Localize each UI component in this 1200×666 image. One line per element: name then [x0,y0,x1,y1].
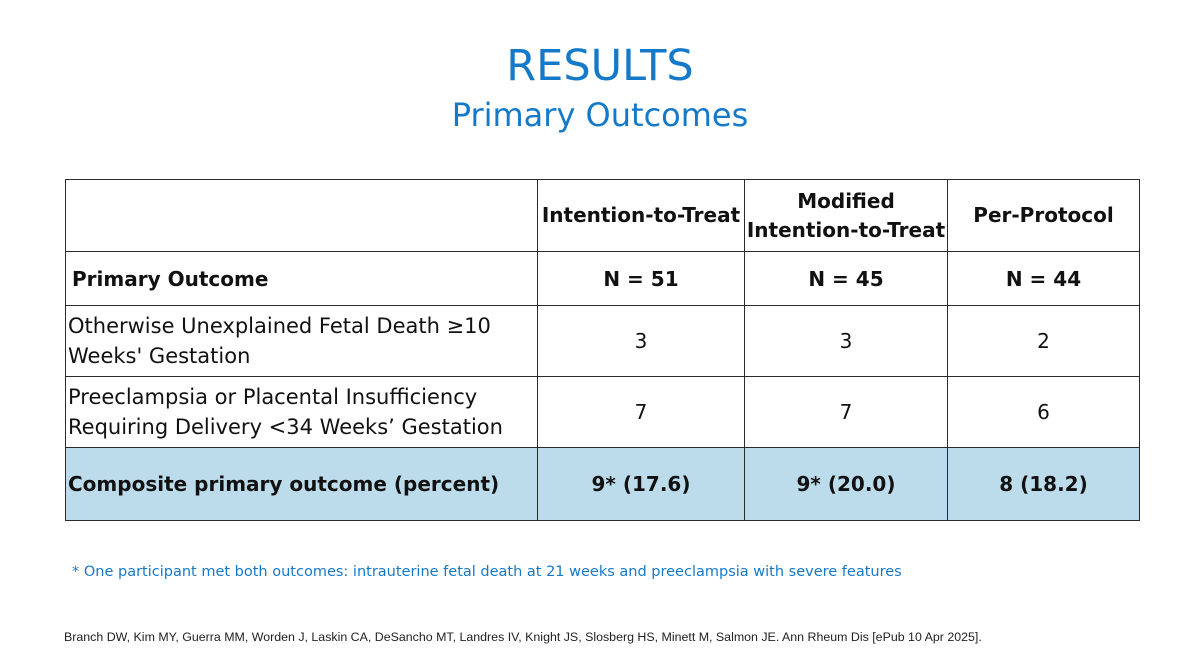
results-table: Intention-to-Treat Modified Intention-to… [65,179,1140,521]
fetal-death-per-protocol: 2 [947,305,1140,377]
table-header-row: Intention-to-Treat Modified Intention-to… [65,179,1140,252]
preeclampsia-itt: 7 [537,376,745,448]
n-mitt: N = 45 [744,251,948,306]
composite-itt: 9* (17.6) [537,447,745,521]
fetal-death-label: Otherwise Unexplained Fetal Death ≥10 We… [65,305,538,377]
header-empty-cell [65,179,538,252]
n-itt: N = 51 [537,251,745,306]
preeclampsia-mitt: 7 [744,376,948,448]
footnote: * One participant met both outcomes: int… [72,564,902,580]
citation: Branch DW, Kim MY, Guerra MM, Worden J, … [64,630,982,644]
fetal-death-itt: 3 [537,305,745,377]
header-intention-to-treat: Intention-to-Treat [537,179,745,252]
primary-outcome-label: Primary Outcome [65,251,538,306]
composite-mitt: 9* (20.0) [744,447,948,521]
slide-subtitle: Primary Outcomes [451,96,749,134]
table-row: Preeclampsia or Placental Insufficiency … [65,376,1140,448]
slide-title: RESULTS [506,41,694,91]
table-row: Otherwise Unexplained Fetal Death ≥10 We… [65,305,1140,377]
composite-outcome-label: Composite primary outcome (percent) [65,447,538,521]
composite-outcome-row: Composite primary outcome (percent) 9* (… [65,447,1140,521]
preeclampsia-per-protocol: 6 [947,376,1140,448]
sample-size-row: Primary Outcome N = 51 N = 45 N = 44 [65,251,1140,306]
n-per-protocol: N = 44 [947,251,1140,306]
preeclampsia-label: Preeclampsia or Placental Insufficiency … [65,376,538,448]
header-modified-intention-to-treat: Modified Intention-to-Treat [744,179,948,252]
header-per-protocol: Per-Protocol [947,179,1140,252]
composite-per-protocol: 8 (18.2) [947,447,1140,521]
fetal-death-mitt: 3 [744,305,948,377]
